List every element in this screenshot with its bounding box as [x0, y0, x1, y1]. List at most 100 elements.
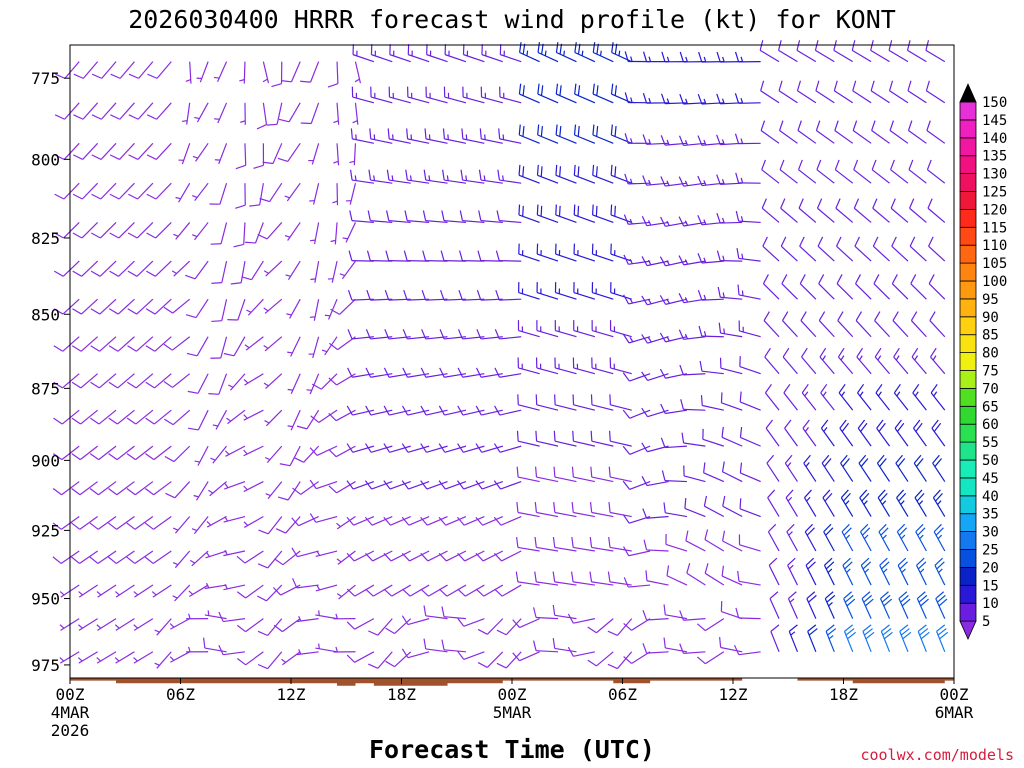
wind-barb	[366, 250, 393, 262]
wind-barb	[114, 651, 135, 664]
wind-barb	[368, 169, 393, 184]
wind-barb	[833, 80, 854, 104]
wind-barb	[90, 298, 117, 315]
wind-barb	[685, 530, 706, 552]
wind-barb	[823, 557, 835, 586]
wind-barb	[127, 298, 154, 315]
colorbar-swatch	[959, 280, 977, 300]
wind-barb	[209, 183, 228, 205]
wind-barb	[609, 357, 632, 375]
wind-barb	[218, 611, 246, 623]
wind-barb	[257, 550, 283, 569]
wind-barb	[163, 298, 191, 314]
wind-barb	[438, 405, 467, 416]
wind-barb	[144, 516, 172, 530]
wind-barb	[284, 222, 301, 241]
wind-barb	[661, 470, 687, 483]
wind-barb	[931, 419, 946, 447]
wind-barb	[291, 515, 319, 527]
wind-barb	[287, 373, 301, 395]
wind-barb	[300, 102, 320, 125]
wind-barb	[406, 128, 430, 144]
wind-barb	[573, 320, 596, 338]
wind-barb	[858, 454, 872, 482]
y-tick-label: 850	[31, 305, 60, 324]
colorbar-swatch	[959, 244, 977, 264]
wind-barb	[185, 298, 209, 319]
wind-barb	[401, 515, 430, 526]
wind-barb	[53, 260, 80, 277]
credit-text: coolwx.com/models	[860, 746, 1014, 764]
wind-barb	[383, 584, 412, 597]
wind-barb	[623, 214, 651, 225]
wind-barb	[767, 489, 780, 517]
wind-barb	[115, 584, 135, 598]
wind-barb	[346, 618, 375, 630]
wind-barb	[109, 260, 135, 277]
wind-barb	[895, 454, 909, 482]
colorbar-swatch	[959, 101, 977, 121]
wind-barb	[769, 591, 780, 619]
wind-barb	[194, 445, 209, 466]
wind-barb	[592, 204, 614, 224]
wind-barb	[720, 601, 743, 620]
wind-barb	[816, 198, 835, 223]
wind-barb	[354, 61, 361, 84]
wind-barb	[930, 383, 946, 411]
wind-barb	[227, 299, 246, 321]
wind-barb	[144, 550, 172, 564]
wind-barb	[54, 182, 80, 200]
wind-barb	[535, 394, 559, 411]
wind-barb	[641, 256, 669, 267]
wind-barb	[420, 480, 448, 490]
wind-barb	[230, 261, 246, 285]
wind-barb	[722, 530, 743, 552]
wind-barb	[645, 570, 669, 586]
colorbar-swatch	[959, 137, 977, 157]
wind-barb	[423, 638, 448, 653]
wind-barb	[457, 405, 485, 416]
wind-barb	[806, 591, 817, 619]
wind-barb	[336, 584, 356, 600]
wind-barb	[90, 222, 117, 239]
wind-barb	[164, 445, 191, 463]
wind-barb	[536, 204, 559, 224]
wind-barb	[893, 383, 909, 411]
wind-barb	[424, 128, 448, 144]
wind-barb	[480, 86, 503, 104]
wind-barb	[716, 212, 743, 224]
wind-barb	[801, 383, 817, 411]
wind-barb	[383, 550, 411, 562]
wind-barb	[186, 336, 209, 357]
colorbar-label: 130	[982, 167, 1007, 183]
wind-barb	[516, 502, 540, 518]
wind-barb	[146, 222, 172, 239]
wind-barb	[53, 336, 80, 352]
wind-barb	[402, 584, 430, 597]
wind-barb	[782, 347, 798, 375]
wind-barb	[908, 159, 927, 184]
wind-barb	[145, 445, 172, 461]
colorbar-swatch	[959, 495, 977, 515]
wind-barb	[324, 298, 338, 320]
wind-barb	[554, 357, 577, 375]
colorbar-label: 40	[982, 489, 999, 505]
wind-barb	[443, 86, 467, 104]
wind-barb	[610, 204, 632, 224]
wind-barb	[535, 357, 559, 375]
chart-title: 2026030400 HRRR forecast wind profile (k…	[128, 5, 896, 34]
wind-barb	[890, 198, 909, 223]
wind-barb	[407, 44, 430, 63]
colorbar-label: 115	[982, 220, 1007, 236]
wind-barb	[54, 142, 80, 160]
wind-barb	[907, 80, 927, 104]
wind-barb	[607, 651, 633, 670]
wind-barb	[262, 61, 270, 84]
wind-barb	[876, 419, 891, 447]
wind-barb	[126, 481, 154, 496]
wind-barb	[172, 584, 191, 602]
wind-barb	[893, 347, 909, 375]
wind-barb	[554, 282, 577, 300]
wind-barb	[760, 80, 780, 104]
wind-barb	[622, 372, 651, 382]
